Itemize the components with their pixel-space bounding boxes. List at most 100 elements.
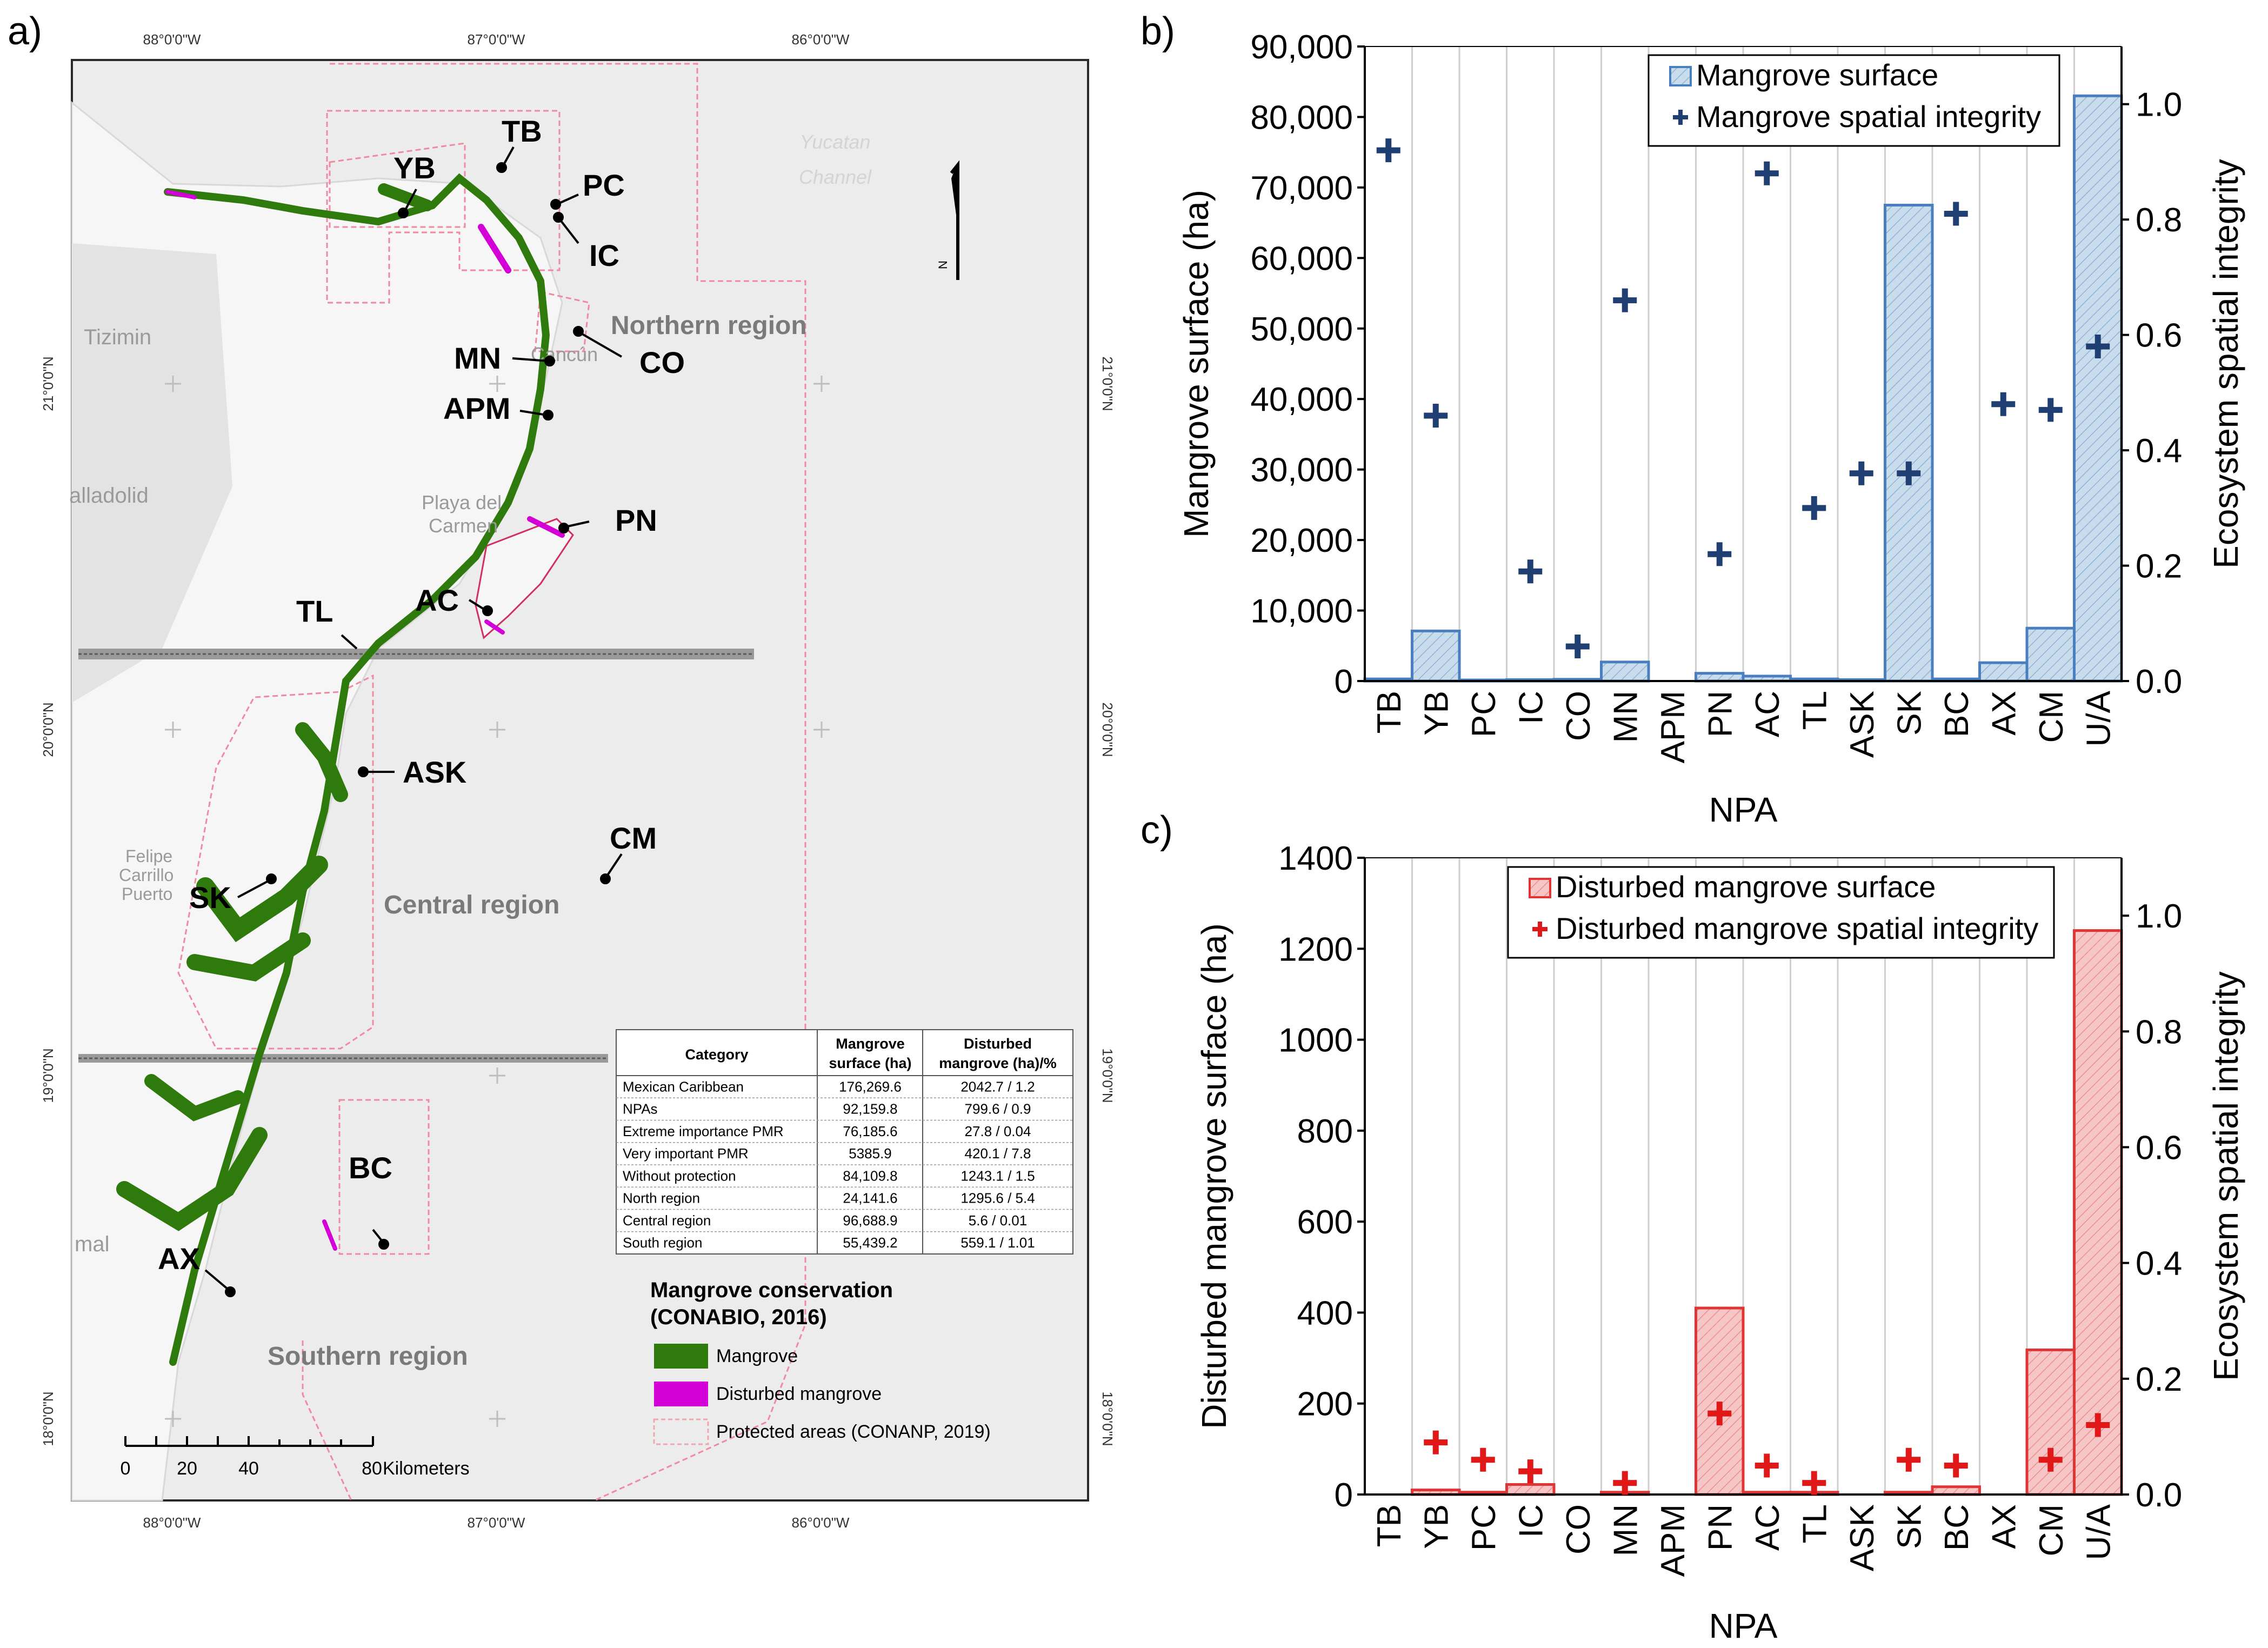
npa-label-pc: PC xyxy=(583,168,625,202)
x-tick-label: BC xyxy=(1938,691,1976,737)
x-tick-label: CM xyxy=(2033,1504,2070,1556)
marker-IC xyxy=(1518,1459,1543,1484)
panel-label-c: c) xyxy=(1140,809,1173,852)
x-tick-label: PC xyxy=(1465,1504,1503,1551)
bar-MN xyxy=(1600,660,1650,683)
marker-TL xyxy=(1802,496,1826,520)
y-tick-label: 1000 xyxy=(1278,1022,1353,1059)
lon-label-bottom-87: 87°0'0"W xyxy=(468,1514,525,1531)
map-legend: Mangrove conservation (CONABIO, 2016) Ma… xyxy=(650,1278,991,1445)
x-tick-label: IC xyxy=(1512,691,1550,724)
y-tick-label: 80,000 xyxy=(1250,99,1353,136)
map-panel: a) xyxy=(8,10,1116,1531)
legend-label-marker: Disturbed mangrove spatial integrity xyxy=(1556,911,2038,945)
x-tick-label: ASK xyxy=(1844,691,1881,758)
bar-SK xyxy=(1884,204,1934,683)
y2-tick-label: 0.0 xyxy=(2136,663,2182,700)
table-cell-surface: 24,141.6 xyxy=(843,1190,897,1206)
scale-unit: Kilometers xyxy=(383,1458,470,1479)
x-tick-label: BC xyxy=(1938,1504,1976,1551)
scale-bar: 0 20 40 80 Kilometers xyxy=(121,1436,470,1479)
marker-AC xyxy=(1755,161,1779,185)
y-tick-label: 40,000 xyxy=(1250,381,1353,418)
lat-label-left-21: 21°0'0"N xyxy=(40,356,56,411)
table-cell-category: NPAs xyxy=(623,1101,658,1117)
x-tick-label: YB xyxy=(1418,691,1455,736)
x-tick-label: TL xyxy=(1796,691,1833,730)
y-axis-title: Disturbed mangrove surface (ha) xyxy=(1195,923,1233,1429)
x-tick-label: AC xyxy=(1749,1504,1786,1551)
marker-PN xyxy=(1707,1402,1732,1426)
legend-swatch-marker xyxy=(1673,110,1688,125)
marker-SK xyxy=(1897,461,1921,485)
x-tick-label: TB xyxy=(1371,1504,1408,1547)
x-tick-label: AX xyxy=(1985,1504,2023,1549)
panel-label-a: a) xyxy=(8,10,42,53)
table-cell-disturbed: 1295.6 / 5.4 xyxy=(960,1190,1035,1206)
x-tick-label: IC xyxy=(1512,1504,1550,1538)
bar-CM xyxy=(2025,1348,2076,1496)
legend-label-protected: Protected areas (CONANP, 2019) xyxy=(716,1422,991,1442)
table-cell-disturbed: 2042.7 / 1.2 xyxy=(960,1078,1035,1095)
town-tizimin: Tizimin xyxy=(84,325,151,349)
npa-label-ac: AC xyxy=(415,583,459,617)
cozumel-island xyxy=(475,518,574,639)
y-tick-label: 1200 xyxy=(1278,931,1353,968)
marker-AX xyxy=(1991,392,2016,416)
table-header-category: Category xyxy=(685,1046,748,1063)
chart-panel-c: c) 0 200 400 600 800 1000 1200 1400 0.0 0.2 0.4 0.6… xyxy=(1140,809,2245,1645)
mangrove-strip xyxy=(116,173,565,1366)
legend-label-disturbed: Disturbed mangrove xyxy=(716,1384,882,1404)
bar-IC xyxy=(1505,1483,1556,1496)
y2-tick-label: 0.8 xyxy=(2136,1013,2182,1051)
town-felipe-3: Puerto xyxy=(122,884,172,904)
north-arrow-icon: N xyxy=(936,160,959,280)
y2-tick-label: 0.0 xyxy=(2136,1477,2182,1514)
y-tick-label: 20,000 xyxy=(1250,522,1353,559)
table-header-disturbed-2: mangrove (ha)/% xyxy=(939,1055,1057,1071)
y2-tick-label: 1.0 xyxy=(2136,86,2182,124)
npa-label-ax: AX xyxy=(158,1242,200,1276)
marker-TB xyxy=(1376,138,1400,163)
scale-tick-40: 40 xyxy=(238,1458,259,1479)
npa-label-mn: MN xyxy=(454,341,501,375)
legend-label-mangrove: Mangrove xyxy=(716,1346,798,1366)
table-cell-disturbed: 799.6 / 0.9 xyxy=(965,1101,1031,1117)
lat-label-right-21: 21°0'0"N xyxy=(1099,356,1116,411)
x-tick-label: PN xyxy=(1702,691,1739,737)
town-felipe-2: Carrillo xyxy=(119,865,174,885)
table-cell-category: South region xyxy=(623,1235,702,1251)
table-cell-category: Very important PMR xyxy=(623,1145,749,1162)
npa-callouts xyxy=(204,146,623,1297)
lat-label-left-20: 20°0'0"N xyxy=(40,702,56,757)
table-cell-surface: 84,109.8 xyxy=(843,1167,897,1184)
lon-label-top-87: 87°0'0"W xyxy=(468,31,525,48)
sea-label-2: Channel xyxy=(799,166,872,188)
x-tick-label: CO xyxy=(1560,691,1597,741)
lat-label-right-19: 19°0'0"N xyxy=(1099,1048,1116,1103)
table-cell-disturbed: 420.1 / 7.8 xyxy=(965,1145,1031,1162)
y-tick-label: 600 xyxy=(1297,1204,1353,1241)
x-tick-label: MN xyxy=(1607,1504,1644,1556)
x-tick-label: U/A xyxy=(2080,690,2117,746)
bar-AX xyxy=(1978,661,2029,683)
x-tick-label: SK xyxy=(1891,1504,1928,1549)
legend-swatch-bar xyxy=(1669,66,1692,86)
x-tick-label: PC xyxy=(1465,691,1503,737)
lon-label-top-86: 86°0'0"W xyxy=(792,31,850,48)
y-tick-label: 30,000 xyxy=(1250,452,1353,489)
table-cell-disturbed: 559.1 / 1.01 xyxy=(960,1235,1035,1251)
y2-tick-label: 0.8 xyxy=(2136,202,2182,239)
protected-area-outlines xyxy=(177,63,806,1502)
y2-tick-label: 0.2 xyxy=(2136,1361,2182,1398)
table-cell-disturbed: 5.6 / 0.01 xyxy=(969,1212,1027,1229)
region-label-south: Southern region xyxy=(268,1342,468,1371)
npa-label-tl: TL xyxy=(296,594,333,628)
x-tick-label: APM xyxy=(1655,1504,1692,1577)
marker-YB xyxy=(1424,404,1448,428)
y2-tick-label: 0.2 xyxy=(2136,548,2182,585)
x-tick-label: U/A xyxy=(2080,1504,2117,1560)
npa-label-sk: SK xyxy=(189,880,231,915)
chart-legend-box xyxy=(1507,866,2055,959)
bar-PN xyxy=(1695,672,1745,683)
